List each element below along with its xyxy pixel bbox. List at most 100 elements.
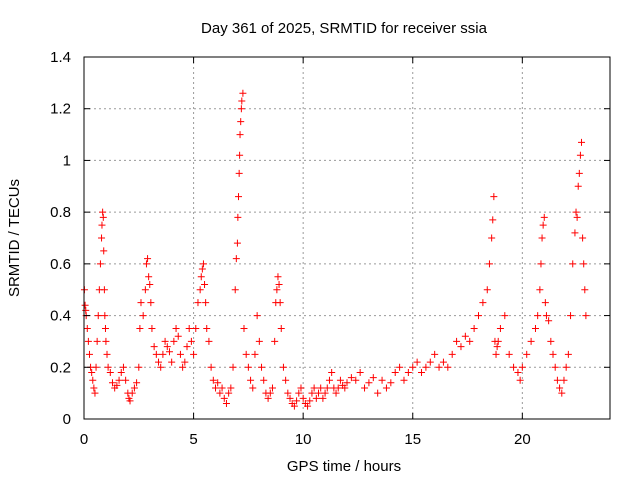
data-point	[537, 260, 545, 268]
data-point	[100, 247, 108, 255]
data-point	[448, 350, 456, 358]
data-point	[258, 363, 266, 371]
data-point	[510, 363, 518, 371]
data-point	[374, 389, 382, 397]
data-point	[439, 358, 447, 366]
data-point	[135, 363, 143, 371]
data-point	[536, 286, 544, 294]
data-series-srmtid	[80, 89, 590, 410]
x-tick-label: 0	[80, 431, 88, 448]
data-point	[279, 363, 287, 371]
data-point	[319, 394, 327, 402]
data-point	[198, 265, 206, 273]
data-point	[102, 337, 110, 345]
data-point	[336, 376, 344, 384]
data-point	[237, 105, 245, 113]
data-point	[277, 325, 285, 332]
data-point	[96, 260, 104, 268]
data-point	[239, 89, 247, 97]
data-point	[527, 337, 535, 345]
data-point	[264, 394, 272, 402]
data-point	[234, 213, 242, 221]
data-point	[90, 384, 98, 392]
chart-title: Day 361 of 2025, SRMTID for receiver ssi…	[201, 20, 488, 37]
data-point	[282, 376, 290, 384]
data-point	[161, 337, 169, 345]
data-point	[308, 389, 316, 397]
data-point	[378, 376, 386, 384]
data-point	[382, 384, 390, 392]
data-point	[163, 343, 171, 351]
data-point	[286, 394, 294, 402]
data-point	[202, 299, 210, 307]
y-axis-label: SRMTID / TECUs	[6, 179, 23, 297]
data-point	[197, 273, 205, 281]
data-point	[321, 389, 329, 397]
data-point	[488, 234, 496, 242]
data-point	[306, 397, 314, 405]
data-point	[574, 182, 582, 190]
data-point	[556, 384, 564, 392]
data-point	[100, 286, 108, 294]
data-point	[113, 381, 121, 389]
data-point	[516, 376, 524, 384]
y-tick-label: 0.4	[50, 308, 71, 325]
data-point	[146, 281, 154, 289]
data-point	[553, 376, 561, 384]
data-point	[99, 208, 107, 216]
data-point	[560, 376, 568, 384]
data-point	[582, 312, 590, 320]
data-point	[290, 402, 298, 410]
data-point	[152, 350, 160, 358]
data-point	[147, 299, 155, 307]
data-point	[214, 379, 222, 387]
data-point	[310, 384, 318, 392]
data-point	[531, 325, 539, 332]
data-point	[207, 363, 215, 371]
data-point	[485, 260, 493, 268]
data-point	[260, 376, 268, 384]
data-point	[317, 384, 325, 392]
data-point	[128, 389, 136, 397]
data-point	[523, 350, 531, 358]
data-point	[575, 169, 583, 177]
data-point	[332, 389, 340, 397]
data-point	[170, 337, 178, 345]
plot-frame	[83, 56, 611, 420]
data-point	[461, 332, 469, 340]
data-point	[576, 151, 584, 159]
y-tick-label: 1	[63, 152, 71, 169]
data-point	[578, 138, 586, 146]
data-point	[119, 363, 127, 371]
data-point	[483, 286, 491, 294]
data-point	[130, 384, 138, 392]
data-point	[323, 384, 331, 392]
data-point	[108, 379, 116, 387]
y-tick-label: 0.2	[50, 359, 71, 376]
data-point	[418, 368, 426, 376]
grid-lines	[84, 57, 610, 419]
data-point	[435, 363, 443, 371]
data-point	[564, 350, 572, 358]
data-point	[569, 260, 577, 268]
data-point	[192, 325, 200, 332]
data-point	[396, 363, 404, 371]
data-point	[573, 213, 581, 221]
data-point	[475, 312, 482, 320]
data-point	[494, 337, 502, 345]
x-tick-label: 10	[295, 431, 312, 448]
data-point	[276, 299, 284, 307]
data-point	[233, 239, 241, 247]
data-point	[347, 374, 355, 382]
data-point	[457, 343, 465, 351]
data-point	[492, 350, 500, 358]
data-point	[518, 363, 526, 371]
data-point	[328, 368, 336, 376]
data-point	[247, 376, 255, 384]
data-point	[431, 350, 439, 358]
data-point	[304, 402, 312, 410]
data-point	[251, 350, 259, 358]
data-point	[101, 312, 109, 320]
data-point	[91, 389, 99, 397]
